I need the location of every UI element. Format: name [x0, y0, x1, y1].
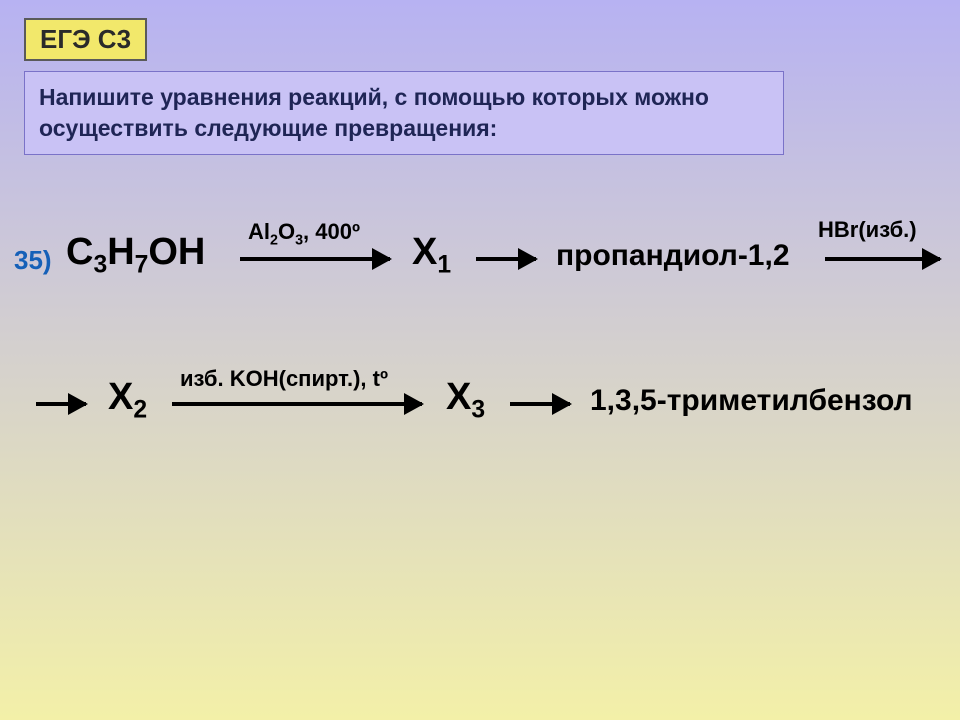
- problem-number: 35): [14, 245, 52, 276]
- title-box: ЕГЭ С3: [24, 18, 147, 61]
- condition-4: изб. KOH(спирт.), tº: [180, 366, 388, 392]
- product-1: пропандиол-1,2: [556, 239, 790, 273]
- content: ЕГЭ С3 Напишите уравнения реакций, с пом…: [0, 0, 960, 173]
- arrow-1: [240, 257, 390, 261]
- x1: X1: [412, 231, 451, 274]
- condition-1: Al2O3, 400º: [248, 219, 360, 245]
- arrow-3: [825, 257, 940, 261]
- condition-3: HBr(изб.): [818, 217, 917, 243]
- arrow-in-row2: [36, 402, 86, 406]
- product-2: 1,3,5-триметилбензол: [590, 384, 913, 418]
- x2: X2: [108, 376, 147, 419]
- arrow-5: [510, 402, 570, 406]
- arrow-4: [172, 402, 422, 406]
- x3: X3: [446, 376, 485, 419]
- title-text: ЕГЭ С3: [40, 24, 131, 54]
- start-compound: C3H7OH: [66, 231, 205, 274]
- instruction-box: Напишите уравнения реакций, с помощью ко…: [24, 71, 784, 155]
- instruction-text: Напишите уравнения реакций, с помощью ко…: [39, 84, 709, 141]
- arrow-2: [476, 257, 536, 261]
